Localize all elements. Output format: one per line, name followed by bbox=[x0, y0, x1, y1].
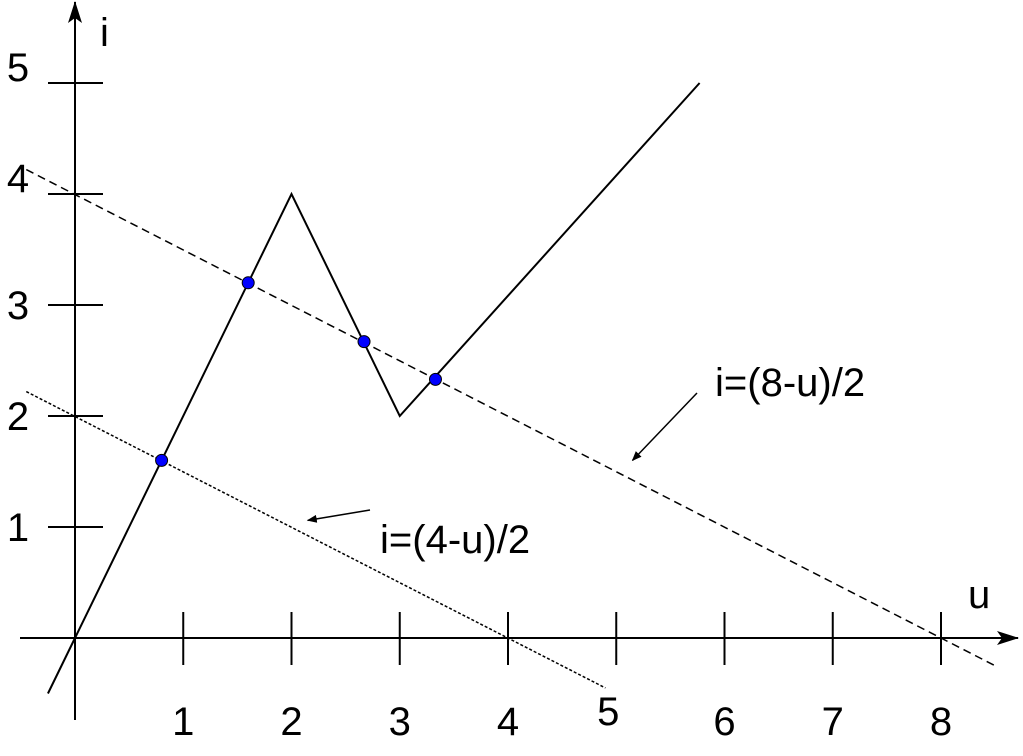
x-tick-label: 2 bbox=[280, 700, 302, 744]
annotations: i=(8-u)/2 i=(4-u)/2 bbox=[306, 361, 865, 562]
characteristic-curve bbox=[47, 82, 701, 694]
x-tick-label: 8 bbox=[930, 700, 952, 744]
x-tick-label: 3 bbox=[389, 700, 411, 744]
x-tick-label: 1 bbox=[172, 700, 194, 744]
y-axis-label: i bbox=[100, 11, 109, 55]
y-tick-label: 5 bbox=[7, 46, 29, 90]
y-tick-label: 3 bbox=[7, 284, 29, 328]
load-line-1 bbox=[25, 168, 996, 667]
series-group bbox=[25, 82, 996, 694]
x-axis-label: u bbox=[968, 573, 990, 617]
y-tick-label: 1 bbox=[7, 506, 29, 550]
annotation-arrow bbox=[306, 509, 371, 523]
annotation-label: i=(4-u)/2 bbox=[380, 518, 530, 562]
x-tick-label: 6 bbox=[713, 700, 735, 744]
load-line-2 bbox=[25, 390, 606, 689]
x-tick-label: 7 bbox=[822, 700, 844, 744]
x-tick-label: 4 bbox=[497, 700, 519, 744]
x-tick-label: 5 bbox=[597, 690, 619, 734]
intersection-point bbox=[155, 453, 169, 467]
intersection-point bbox=[241, 276, 255, 290]
intersection-point bbox=[428, 372, 442, 386]
intersection-points bbox=[155, 276, 442, 467]
annotation-label: i=(8-u)/2 bbox=[715, 361, 865, 405]
intersection-point bbox=[357, 335, 371, 349]
annotation-arrow bbox=[631, 392, 698, 462]
axes: 1 2 3 4 5 6 7 8 1 2 3 4 5 bbox=[7, 1, 1019, 744]
y-tick-label: 2 bbox=[7, 395, 29, 439]
y-tick-label: 4 bbox=[7, 157, 29, 201]
